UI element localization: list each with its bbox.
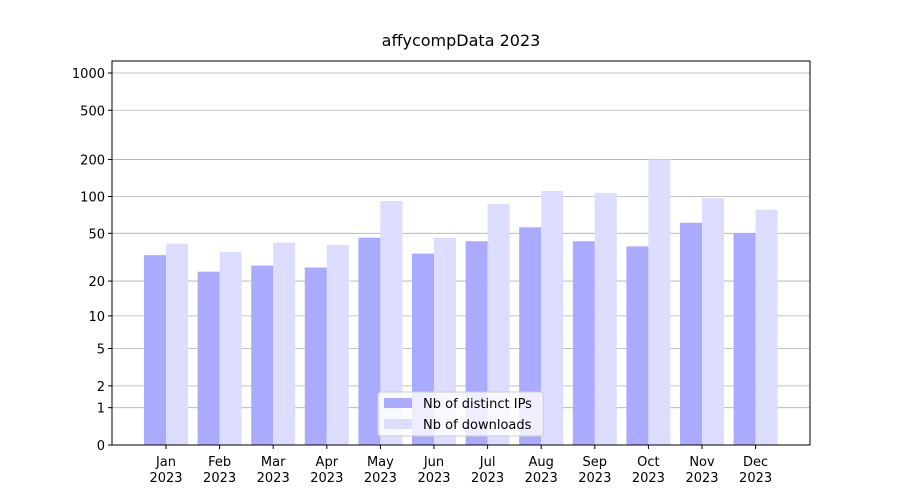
x-tick-label: Dec 2023	[739, 455, 772, 486]
bar	[166, 243, 188, 445]
y-tick-label: 500	[80, 104, 105, 119]
bar	[380, 200, 403, 445]
bar	[626, 246, 649, 445]
x-tick-label: Sep 2023	[578, 455, 611, 486]
x-tick-label: Mar 2023	[257, 455, 290, 486]
bar	[702, 198, 724, 445]
x-tick-label: Apr 2023	[310, 455, 343, 486]
y-tick-label: 2	[97, 380, 105, 395]
y-tick-label: 20	[88, 275, 105, 290]
plot-frame	[111, 60, 811, 446]
y-tick-label: 200	[80, 153, 105, 168]
bar	[251, 265, 274, 445]
y-tick-label: 100	[80, 191, 105, 206]
legend-box	[377, 391, 544, 437]
bar	[755, 209, 778, 445]
bar	[487, 203, 510, 445]
x-tick-label: Jan 2023	[149, 455, 182, 486]
legend-swatch	[384, 398, 412, 408]
y-tick-label: 1000	[72, 67, 105, 82]
bar	[594, 192, 617, 445]
bar	[733, 233, 756, 445]
bar	[273, 242, 296, 445]
y-tick-label: 0	[97, 439, 105, 454]
bar	[219, 252, 242, 445]
chart-title: affycompData 2023	[382, 31, 541, 50]
bar	[648, 159, 671, 445]
bar	[197, 271, 220, 445]
x-tick-label: Oct 2023	[632, 455, 665, 486]
y-tick-label: 10	[88, 310, 105, 325]
x-tick-label: Jun 2023	[417, 455, 450, 486]
bar	[519, 227, 542, 445]
bar	[144, 255, 166, 445]
legend-label: Nb of distinct IPs	[423, 397, 532, 412]
x-tick-label: Feb 2023	[203, 455, 236, 486]
bar	[358, 237, 381, 445]
x-tick-label: Nov 2023	[685, 455, 718, 486]
y-tick-label: 50	[88, 227, 105, 242]
legend-swatch	[384, 419, 412, 429]
x-tick-label: Jul 2023	[471, 455, 504, 486]
x-tick-label: Aug 2023	[525, 455, 558, 486]
bar	[572, 241, 595, 445]
x-tick-label: May 2023	[364, 455, 397, 486]
bar	[541, 190, 564, 445]
y-tick-label: 5	[97, 343, 105, 358]
y-tick-label: 1	[97, 402, 105, 417]
bar	[326, 245, 349, 445]
legend-label: Nb of downloads	[423, 418, 532, 433]
bar	[680, 222, 702, 445]
bar	[304, 267, 327, 445]
